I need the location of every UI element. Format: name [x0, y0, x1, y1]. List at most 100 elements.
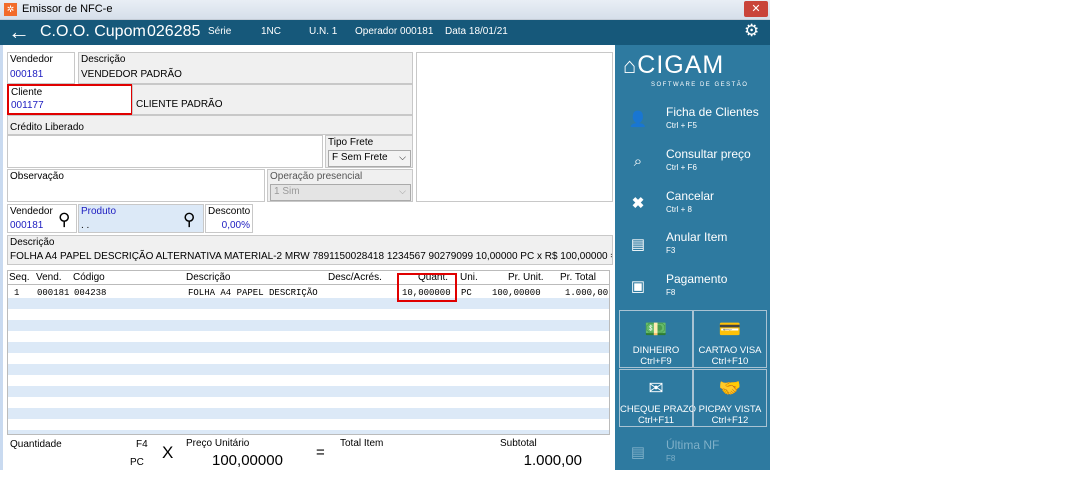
- tipo-frete-select[interactable]: F Sem Frete ⌵: [328, 150, 411, 167]
- desconto-label: Desconto: [208, 206, 251, 217]
- payment-shortcut: Ctrl+F9: [640, 356, 672, 367]
- check-icon: ✉: [648, 378, 664, 398]
- operacao-label: Operação presencial: [270, 171, 363, 182]
- serie-label: Série: [208, 26, 232, 37]
- vendedor-item-field[interactable]: Vendedor 000181 ⚲: [7, 204, 77, 233]
- empty-row: [8, 419, 609, 430]
- multiply-sign: X: [162, 443, 174, 462]
- quantidade-label: Quantidade: [10, 439, 62, 450]
- back-arrow-icon[interactable]: ←: [8, 19, 30, 44]
- col-quant: Quant.: [418, 272, 449, 283]
- descricao-value: VENDEDOR PADRÃO: [81, 69, 182, 80]
- empty-row: [8, 408, 609, 419]
- pagamento-button[interactable]: ▣ Pagamento F8: [615, 272, 770, 312]
- vendedor-label: Vendedor: [10, 54, 53, 65]
- anular-item-button[interactable]: ▤ Anular Item F3: [615, 230, 770, 270]
- table-body: 1 000181 004238 FOLHA A4 PAPEL DESCRIÇÃO…: [8, 285, 609, 434]
- table-row[interactable]: 1 000181 004238 FOLHA A4 PAPEL DESCRIÇÃO…: [8, 285, 609, 298]
- cell-uni: PC: [461, 288, 472, 298]
- empty-row: [8, 430, 609, 434]
- un-value: U.N. 1: [309, 26, 338, 37]
- search-icon[interactable]: ⚲: [183, 210, 196, 229]
- descricao-item: Descrição FOLHA A4 PAPEL DESCRIÇÃO ALTER…: [7, 235, 613, 265]
- payment-label: CARTAO VISA: [698, 345, 762, 356]
- items-table: Seq. Vend. Código Descrição Desc/Acrés. …: [7, 270, 610, 435]
- item-label: Última NF: [666, 438, 720, 452]
- price-search-icon: ⌕: [633, 153, 643, 170]
- credito-label: Crédito Liberado: [10, 122, 84, 133]
- empty-row: [8, 386, 609, 397]
- chevron-down-icon: ⌵: [399, 152, 406, 162]
- cartao-visa-button[interactable]: 💳 CARTAO VISA Ctrl+F10: [693, 310, 767, 368]
- empty-row: [8, 353, 609, 364]
- cell-vend: 000181: [37, 288, 70, 298]
- observacao-field[interactable]: Observação: [7, 169, 265, 202]
- descricao-item-value: FOLHA A4 PAPEL DESCRIÇÃO ALTERNATIVA MAT…: [10, 251, 613, 262]
- col-seq: Seq.: [9, 272, 30, 283]
- unit-label: PC: [130, 457, 144, 468]
- dinheiro-button[interactable]: 💵 DINHEIRO Ctrl+F9: [619, 310, 693, 368]
- col-vend: Vend.: [36, 272, 62, 283]
- vendedor-value: 000181: [10, 69, 44, 80]
- ultima-nf-button: ▤ Última NF F8: [615, 438, 770, 478]
- descricao-label: Descrição: [81, 54, 126, 65]
- cliente-field[interactable]: Cliente 001177: [7, 84, 133, 115]
- vendedor-field[interactable]: Vendedor 000181: [7, 52, 75, 84]
- tipo-frete: Tipo Frete F Sem Frete ⌵: [325, 135, 413, 168]
- vendedor-item-value: 000181: [10, 220, 44, 231]
- sidebar: ⌂CIGAM SOFTWARE DE GESTÃO 👤 Ficha de Clie…: [615, 45, 770, 470]
- search-icon[interactable]: ⚲: [58, 210, 71, 229]
- col-uni: Uni.: [460, 272, 478, 283]
- cell-codigo: 004238: [74, 288, 107, 298]
- payment-shortcut: Ctrl+F11: [638, 415, 674, 426]
- produto-input[interactable]: . .: [81, 220, 90, 231]
- settings-icon[interactable]: ⚙: [744, 21, 760, 40]
- consultar-preco-button[interactable]: ⌕ Consultar preço Ctrl + F6: [615, 147, 770, 187]
- coo-label: C.O.O. Cupom: [40, 23, 146, 40]
- preco-value: 100,00000: [212, 452, 283, 469]
- operador: Operador 000181: [355, 26, 434, 37]
- desconto-value: 0,00%: [221, 220, 250, 231]
- f4-hint: F4: [136, 439, 148, 450]
- header-bar: ← C.O.O. Cupom 026285 Série 1NC U.N. 1 O…: [0, 19, 770, 45]
- close-button[interactable]: ✕: [744, 1, 768, 17]
- credito-input[interactable]: [7, 135, 323, 168]
- cell-pr-unit: 100,00000: [492, 288, 541, 298]
- payment-label: CHEQUE PRAZO: [620, 404, 697, 415]
- cash-icon: 💵: [644, 319, 668, 339]
- payment-shortcut: Ctrl+F10: [711, 356, 749, 367]
- item-shortcut: Ctrl + 8: [666, 205, 693, 214]
- observacao-label: Observação: [10, 171, 64, 182]
- cancelar-button[interactable]: ✖ Cancelar Ctrl + 8: [615, 189, 770, 229]
- tipo-frete-label: Tipo Frete: [328, 137, 374, 148]
- col-descricao: Descrição: [186, 272, 231, 283]
- produto-field[interactable]: Produto . . ⚲: [78, 204, 204, 233]
- empty-row: [8, 298, 609, 309]
- picpay-vista-button[interactable]: 🤝 PICPAY VISTA Ctrl+F12: [693, 369, 767, 427]
- cliente-nome-value: CLIENTE PADRÃO: [136, 99, 223, 110]
- empty-row: [8, 397, 609, 408]
- item-shortcut: Ctrl + F5: [666, 121, 697, 130]
- col-pr-unit: Pr. Unit.: [508, 272, 544, 283]
- logo-text: CIGAM: [637, 51, 725, 79]
- item-shortcut: F8: [666, 454, 676, 463]
- operacao-select: 1 Sim ⌵: [270, 184, 411, 201]
- title-bar: ✲ Emissor de NFC-e ✕: [0, 0, 770, 20]
- item-label: Anular Item: [666, 230, 728, 244]
- ficha-clientes-button[interactable]: 👤 Ficha de Clientes Ctrl + F5: [615, 105, 770, 145]
- payment-shortcut: Ctrl+F12: [711, 415, 749, 426]
- cell-descricao: FOLHA A4 PAPEL DESCRIÇÃO: [188, 288, 318, 298]
- handshake-icon: 🤝: [718, 378, 742, 398]
- document-remove-icon: ▤: [630, 236, 646, 253]
- empty-row: [8, 342, 609, 353]
- operacao-value: 1 Sim: [274, 186, 300, 197]
- item-label: Consultar preço: [666, 147, 751, 161]
- equals-sign: =: [316, 444, 325, 461]
- item-label: Pagamento: [666, 272, 728, 286]
- item-shortcut: F3: [666, 246, 676, 255]
- cheque-prazo-button[interactable]: ✉ CHEQUE PRAZO Ctrl+F11: [619, 369, 697, 427]
- close-icon: ✖: [631, 195, 645, 212]
- desconto-field[interactable]: Desconto 0,00%: [205, 204, 253, 233]
- credito-liberado: Crédito Liberado: [7, 115, 413, 135]
- produto-label: Produto: [81, 206, 117, 217]
